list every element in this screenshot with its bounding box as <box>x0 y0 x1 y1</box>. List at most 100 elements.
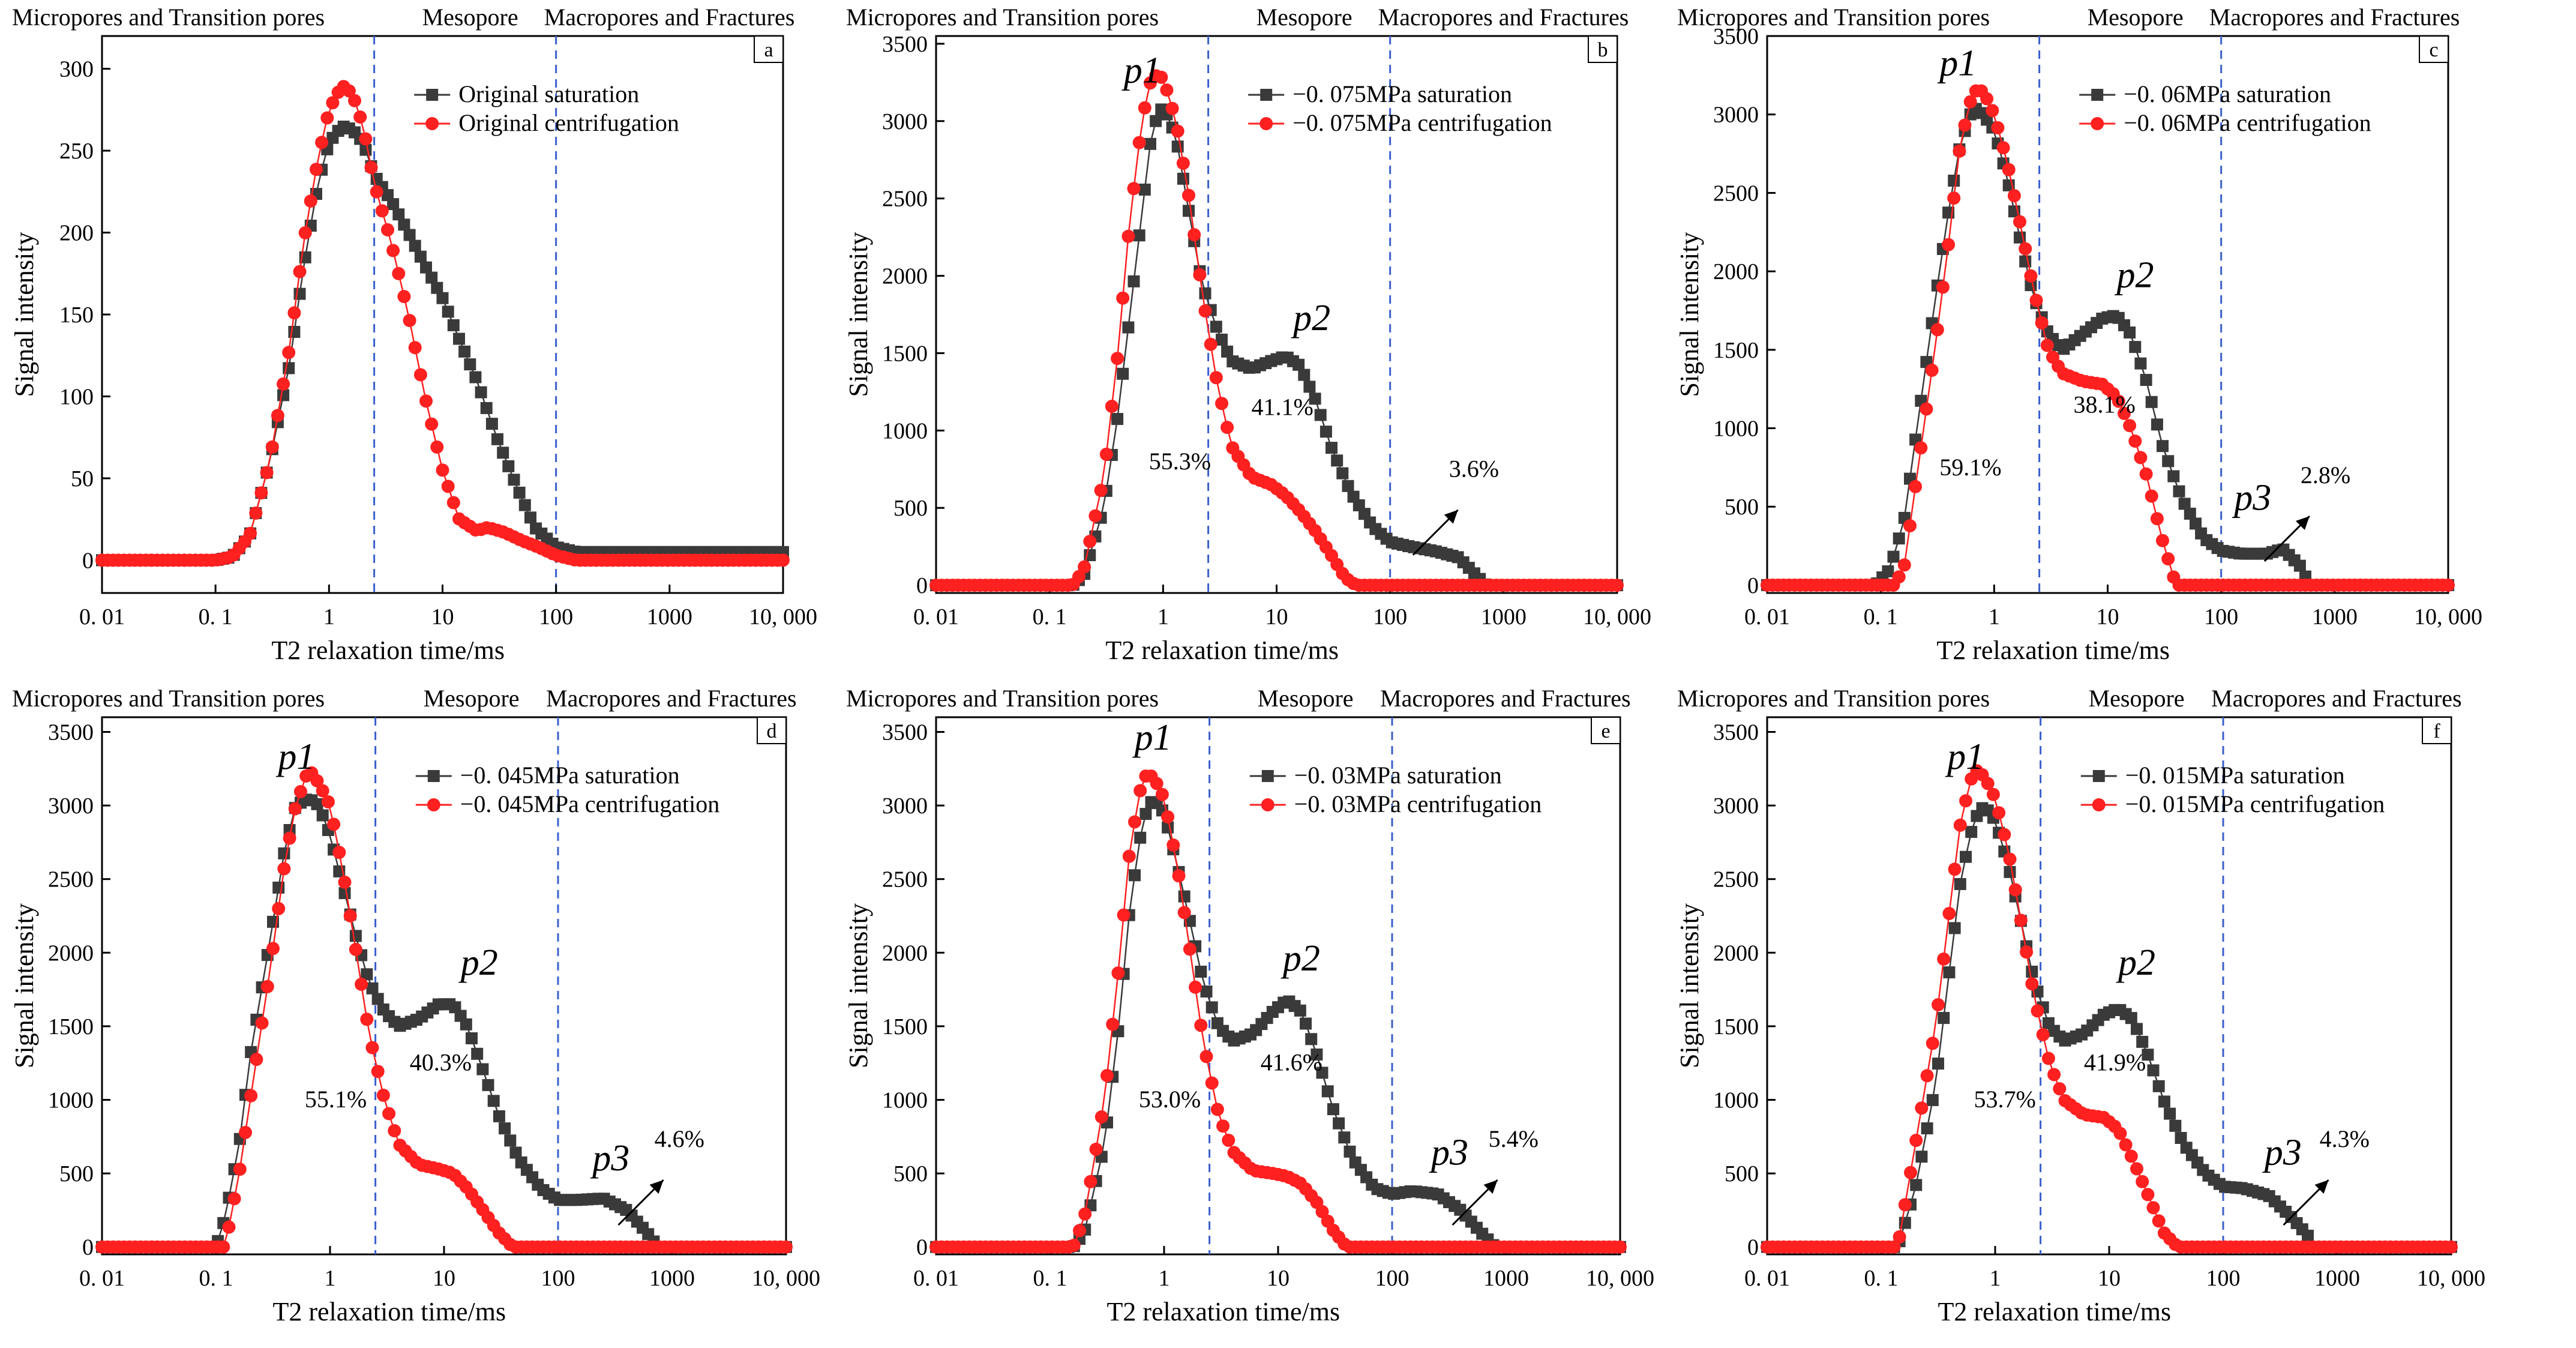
legend-label: −0. 06MPa centrifugation <box>2124 109 2371 136</box>
y-tick-label: 2000 <box>48 940 94 966</box>
data-point <box>1121 229 1135 243</box>
data-point <box>1958 118 1972 132</box>
peak-label: p2 <box>2116 942 2155 983</box>
legend-label: −0. 03MPa saturation <box>1294 762 1502 789</box>
percent-label: 53.0% <box>1139 1086 1201 1113</box>
data-point <box>1128 815 1141 829</box>
data-point <box>2124 326 2136 339</box>
y-axis-label: Signal intensity <box>10 232 39 397</box>
y-tick-label: 500 <box>893 496 928 521</box>
peak-label: p2 <box>1291 298 1330 339</box>
data-point <box>1893 1230 1906 1244</box>
data-point <box>1165 101 1179 115</box>
data-point <box>2118 406 2131 420</box>
data-point <box>2026 966 2038 978</box>
data-point <box>1072 570 1085 583</box>
panel-letter-box <box>2419 35 2449 63</box>
legend-label: −0. 075MPa centrifugation <box>1293 109 1552 136</box>
series-line <box>1767 807 2451 1248</box>
y-tick-label: 3000 <box>882 109 928 134</box>
data-point <box>464 358 476 371</box>
data-point <box>2019 255 2032 268</box>
x-tick-label: 0. 01 <box>913 604 959 630</box>
data-point <box>271 409 284 423</box>
data-point <box>1099 447 1113 461</box>
data-point <box>1300 1017 1312 1030</box>
data-point <box>2130 1162 2143 1176</box>
data-point <box>2125 1012 2137 1025</box>
legend-marker <box>426 89 439 101</box>
y-tick-label: 500 <box>59 1161 94 1187</box>
x-axis-label: T2 relaxation time/ms <box>1107 1297 1341 1326</box>
data-point <box>1315 1205 1329 1218</box>
data-point <box>1942 238 1956 251</box>
data-point <box>1947 191 1961 205</box>
data-point <box>227 1192 241 1206</box>
data-point <box>493 1110 505 1122</box>
data-point <box>287 306 301 320</box>
data-point <box>482 1079 494 1091</box>
series-line <box>936 108 1617 586</box>
data-point <box>1320 426 1332 438</box>
data-point <box>1183 942 1196 956</box>
data-point <box>485 418 498 430</box>
legend-marker <box>1261 770 1274 782</box>
data-point <box>2020 945 2034 959</box>
data-point <box>327 817 341 831</box>
data-point <box>776 553 790 567</box>
y-tick-label: 3500 <box>48 720 94 745</box>
y-tick-label: 2500 <box>882 187 928 212</box>
percent-label: 2.8% <box>2301 462 2350 489</box>
y-axis-label: Signal intensity <box>1675 903 1704 1068</box>
data-point <box>260 979 274 993</box>
x-tick-label: 0. 1 <box>1033 604 1067 630</box>
data-point <box>431 281 443 294</box>
y-tick-label: 2000 <box>1713 259 1759 284</box>
x-tick-label: 100 <box>1375 1266 1410 1291</box>
x-tick-label: 10 <box>431 604 454 630</box>
series-saturation <box>930 103 1623 592</box>
data-point <box>2112 394 2125 408</box>
x-tick-label: 0. 01 <box>1744 1266 1790 1291</box>
panel-letter: d <box>767 720 777 742</box>
data-point <box>2442 578 2455 592</box>
x-tick-label: 1 <box>1990 1266 2001 1291</box>
data-point <box>460 1018 472 1031</box>
y-tick-label: 300 <box>59 57 94 82</box>
panel-letter-box <box>2422 717 2452 744</box>
legend-marker <box>2092 770 2105 782</box>
x-tick-label: 100 <box>541 1266 575 1291</box>
panel-d: Micropores and Transition pores Mesopore M… <box>10 685 820 1326</box>
data-point <box>509 1146 522 1159</box>
data-point <box>1980 92 1994 106</box>
panel-letter-box <box>754 35 784 63</box>
x-tick-label: 100 <box>2204 604 2238 630</box>
y-tick-label: 3500 <box>882 720 928 745</box>
data-point <box>342 84 356 98</box>
region-label-micropores: Micropores and Transition pores <box>846 4 1159 31</box>
data-point <box>1948 862 1962 876</box>
data-point <box>2131 1023 2143 1035</box>
data-point <box>250 1053 263 1067</box>
data-point <box>1614 1240 1627 1254</box>
x-axis-label: T2 relaxation time/ms <box>1938 1297 2172 1326</box>
data-point <box>1932 1058 1944 1070</box>
arrow-head <box>1483 1180 1498 1194</box>
x-tick-label: 1 <box>323 604 335 630</box>
region-label-mesopore: Mesopore <box>424 685 520 712</box>
data-point <box>1111 966 1125 980</box>
x-tick-label: 0. 01 <box>1744 604 1790 630</box>
x-tick-label: 1000 <box>2312 604 2358 630</box>
y-tick-label: 1000 <box>48 1088 94 1113</box>
data-point <box>1953 144 1966 158</box>
data-point <box>364 161 378 175</box>
data-point <box>398 218 410 231</box>
y-tick-label: 2500 <box>882 867 928 892</box>
series-saturation <box>96 793 792 1253</box>
x-tick-label: 10 <box>433 1266 455 1291</box>
region-label-micropores: Micropores and Transition pores <box>846 685 1159 712</box>
legend-label: Original saturation <box>458 80 639 107</box>
data-point <box>343 909 357 922</box>
data-point <box>1144 137 1156 150</box>
data-point <box>2136 1035 2149 1048</box>
